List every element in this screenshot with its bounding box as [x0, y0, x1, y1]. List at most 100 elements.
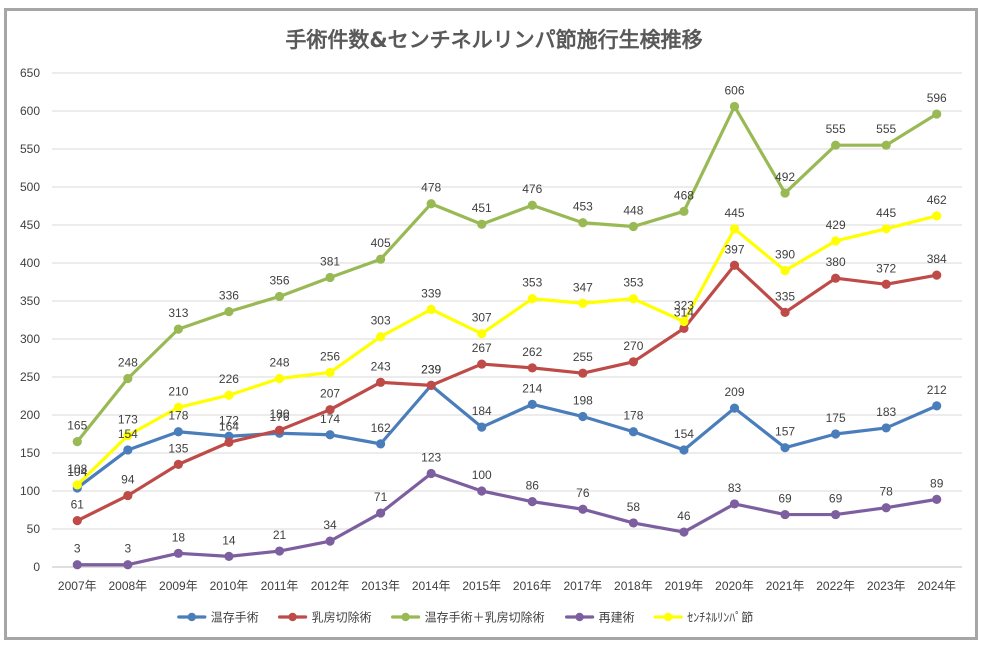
data-label: 313	[168, 306, 188, 320]
data-label: 94	[121, 473, 135, 487]
data-point	[173, 427, 183, 437]
x-tick-label: 2011年	[261, 579, 299, 593]
data-label: 78	[879, 485, 893, 499]
x-tick-label: 2023年	[867, 579, 906, 593]
data-point	[325, 536, 335, 546]
data-label: 239	[421, 362, 441, 376]
data-point	[123, 560, 133, 570]
data-point	[578, 218, 588, 228]
data-point	[729, 224, 740, 234]
data-label: 76	[576, 486, 590, 500]
data-label: 476	[522, 182, 542, 196]
legend-item-3: 再建術	[564, 611, 635, 625]
data-point	[72, 437, 82, 447]
data-point	[932, 270, 942, 280]
y-tick-label: 50	[27, 522, 41, 536]
y-tick-label: 650	[20, 66, 40, 80]
data-point	[376, 254, 386, 264]
x-tick-label: 2020年	[715, 579, 754, 593]
data-label: 555	[826, 122, 846, 136]
data-point	[426, 380, 436, 390]
data-point	[376, 439, 386, 449]
data-point	[628, 357, 638, 367]
data-label: 248	[269, 356, 289, 370]
data-point	[729, 260, 740, 270]
data-label: 451	[472, 201, 492, 215]
data-label: 347	[573, 280, 593, 294]
x-tick-label: 2007年	[58, 579, 97, 593]
x-tick-label: 2015年	[462, 579, 501, 593]
data-label: 270	[623, 339, 643, 353]
data-point	[274, 291, 285, 302]
data-label: 336	[219, 289, 239, 303]
data-label: 339	[421, 286, 441, 300]
data-label: 157	[775, 425, 795, 439]
data-point	[831, 140, 841, 150]
data-point	[426, 199, 436, 209]
series-line	[75, 214, 939, 487]
data-point	[477, 422, 487, 432]
data-point	[679, 206, 689, 216]
chart-frame	[4, 8, 978, 640]
y-tick-label: 600	[20, 104, 40, 118]
data-point	[881, 423, 891, 433]
data-label: 108	[67, 462, 87, 476]
data-point	[729, 101, 740, 112]
data-label: 356	[269, 273, 289, 287]
data-point	[780, 307, 790, 317]
data-point	[527, 399, 537, 409]
data-point	[729, 499, 740, 509]
data-label: 162	[371, 421, 391, 435]
legend-item-4: ｾﾝﾁﾈﾙﾘﾝﾊﾟ節	[653, 610, 753, 625]
data-label: 353	[522, 276, 542, 290]
x-tick-label: 2018年	[614, 579, 653, 593]
data-label: 255	[573, 350, 593, 364]
y-tick-label: 100	[20, 484, 40, 498]
data-point	[780, 266, 790, 276]
data-point	[376, 508, 386, 518]
data-point	[224, 390, 234, 400]
gridlines	[52, 72, 962, 530]
series-line	[75, 104, 939, 444]
legend-item-2: 温存手術＋乳房切除術	[391, 610, 545, 625]
data-label: 3	[124, 542, 131, 556]
y-tick-label: 550	[20, 142, 40, 156]
data-label: 207	[320, 387, 340, 401]
data-label: 397	[724, 242, 744, 256]
data-point	[477, 329, 487, 339]
x-tick-label: 2019年	[665, 579, 704, 593]
legend-label: 乳房切除術	[312, 610, 372, 625]
data-point	[527, 497, 537, 507]
data-label: 123	[421, 451, 441, 465]
legend-item-0: 温存手術	[177, 611, 259, 625]
data-label: 178	[623, 409, 643, 423]
data-label: 14	[222, 533, 236, 547]
data-label: 154	[118, 427, 138, 441]
data-point	[679, 445, 689, 455]
data-label: 174	[320, 412, 340, 426]
series-line	[75, 263, 939, 523]
data-label: 83	[728, 481, 742, 495]
data-label: 256	[320, 349, 340, 363]
series-3	[72, 468, 942, 570]
data-point	[274, 546, 285, 556]
data-label: 3	[74, 542, 81, 556]
data-point	[932, 211, 942, 221]
data-point	[173, 402, 183, 412]
y-tick-label: 500	[20, 180, 40, 194]
data-point	[274, 425, 285, 435]
x-tick-label: 2010年	[210, 579, 249, 593]
data-label: 453	[573, 200, 593, 214]
data-point	[224, 551, 234, 561]
data-label: 164	[219, 419, 239, 433]
data-point	[831, 236, 841, 246]
y-tick-label: 0	[33, 560, 40, 574]
legend-swatch-marker	[401, 612, 410, 622]
data-point	[578, 504, 588, 514]
y-tick-label: 450	[20, 218, 40, 232]
data-point	[325, 367, 335, 378]
data-point	[679, 323, 689, 333]
data-point	[173, 324, 183, 334]
data-label: 596	[927, 91, 947, 105]
data-point	[932, 494, 942, 504]
